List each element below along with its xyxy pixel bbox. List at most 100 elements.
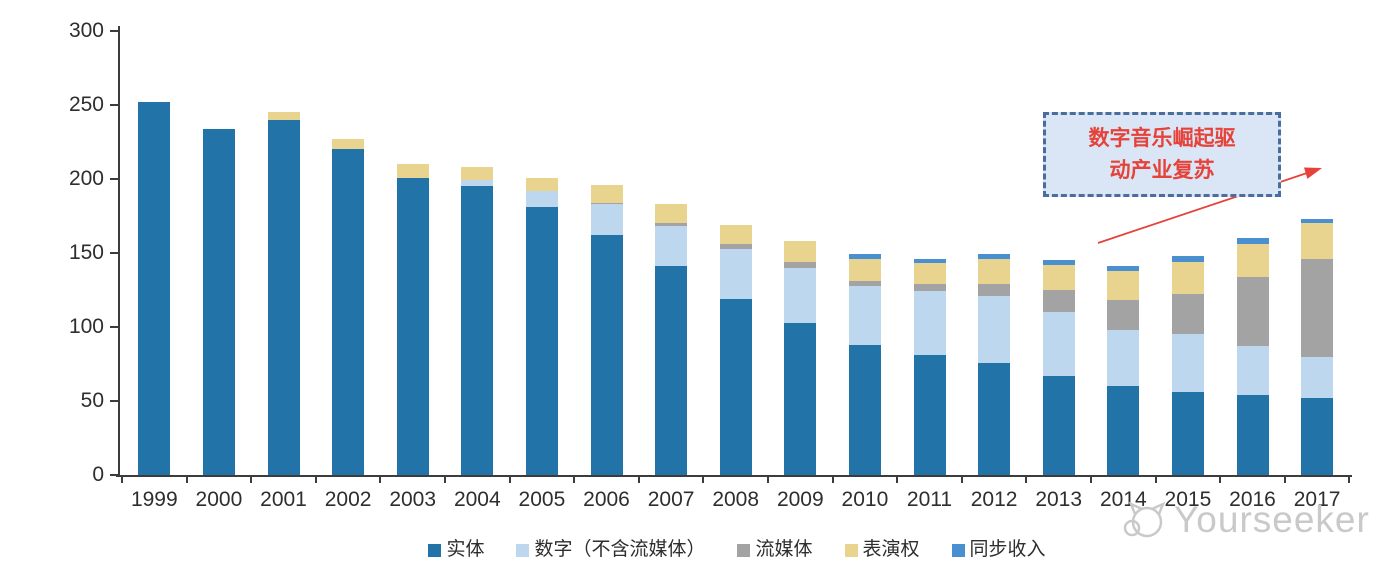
- bar-segment-同步收入: [913, 258, 946, 264]
- bar-segment-表演权: [396, 164, 429, 178]
- x-tick-label: 2010: [841, 488, 889, 511]
- x-axis-tick: [250, 475, 253, 483]
- watermark: Yourseeker: [1118, 494, 1370, 546]
- bar-segment-流媒体: [719, 244, 752, 249]
- bar-segment-表演权: [1042, 264, 1075, 290]
- bar-segment-表演权: [655, 204, 688, 224]
- bar-segment-同步收入: [1171, 255, 1204, 262]
- x-axis-tick: [767, 475, 769, 483]
- y-tick-label: 300: [68, 19, 104, 42]
- x-tick-label: 2012: [970, 488, 1018, 511]
- bar-segment-同步收入: [1042, 260, 1075, 265]
- legend-label: 数字（不含流媒体）: [534, 539, 706, 560]
- bar-segment-流媒体: [1107, 300, 1140, 330]
- legend-label: 实体: [446, 539, 485, 560]
- legend-label: 流媒体: [755, 539, 813, 560]
- x-axis-tick: [896, 475, 899, 483]
- x-axis-tick: [1025, 475, 1028, 483]
- bar-segment-实体: [267, 119, 300, 475]
- x-axis-tick: [508, 475, 511, 483]
- annotation-text-line1: 数字音乐崛起驱: [1088, 127, 1236, 150]
- x-tick-label: 2017: [1293, 488, 1341, 511]
- x-tick-label: 2002: [324, 488, 372, 511]
- annotation-box: 数字音乐崛起驱 动产业复苏: [1043, 112, 1281, 197]
- bar-segment-同步收入: [1301, 218, 1334, 224]
- legend-label: 同步收入: [969, 539, 1046, 560]
- x-tick-label: 2006: [583, 488, 630, 511]
- bar-segment-实体: [719, 298, 752, 475]
- x-axis-tick: [1283, 475, 1286, 483]
- bar-segment-表演权: [1236, 244, 1269, 277]
- y-tick-label: 0: [92, 463, 104, 486]
- bar-segment-表演权: [332, 139, 365, 150]
- legend-label: 表演权: [862, 539, 920, 560]
- y-tick-label: 50: [80, 389, 104, 412]
- bar-segment-实体: [202, 128, 235, 475]
- bar-segment-实体: [784, 322, 817, 475]
- y-tick-label: 100: [68, 315, 104, 338]
- x-tick-label: 2000: [195, 488, 243, 511]
- bar-segment-实体: [1301, 398, 1334, 475]
- bar-segment-数字（不含流媒体）: [978, 295, 1011, 363]
- bar-segment-流媒体: [848, 281, 881, 286]
- yourseeker-logo-icon: [1123, 501, 1166, 538]
- bar-segment-流媒体: [1301, 258, 1334, 357]
- bar-segment-实体: [1042, 375, 1075, 475]
- y-axis-tick: [110, 400, 118, 402]
- bar-segment-表演权: [1171, 261, 1204, 295]
- x-axis-tick: [960, 475, 963, 483]
- bar-segment-流媒体: [590, 202, 623, 205]
- x-axis-tick: [314, 475, 317, 483]
- bar-segment-数字（不含流媒体）: [525, 190, 558, 208]
- bar-segment-实体: [590, 235, 623, 475]
- bar-segment-流媒体: [784, 261, 817, 268]
- bar-segment-同步收入: [1236, 238, 1269, 245]
- legend-swatch: [737, 543, 751, 557]
- x-axis-tick: [185, 475, 188, 483]
- x-tick-label: 2013: [1035, 488, 1083, 511]
- x-tick-label: 2016: [1229, 488, 1276, 511]
- bar-segment-数字（不含流媒体）: [913, 291, 946, 356]
- x-tick-label: 2001: [260, 488, 307, 511]
- bar-segment-流媒体: [1171, 294, 1204, 335]
- chart-legend: 实体 数字（不含流媒体） 流媒体 表演权 同步收入: [122, 540, 1352, 560]
- legend-swatch: [951, 543, 965, 557]
- bar-segment-数字（不含流媒体）: [784, 267, 817, 323]
- legend-item: 同步收入: [951, 539, 1046, 560]
- bar-segment-流媒体: [1236, 276, 1269, 347]
- bar-segment-表演权: [978, 258, 1011, 285]
- bar-segment-实体: [848, 344, 881, 475]
- bar-segment-流媒体: [1042, 290, 1075, 313]
- bar-segment-实体: [461, 186, 494, 475]
- bar-segment-实体: [913, 355, 946, 475]
- y-axis-line: [118, 26, 120, 477]
- bar-segment-表演权: [590, 184, 623, 203]
- watermark-text: Yourseeker: [1174, 499, 1370, 540]
- bar-segment-同步收入: [978, 254, 1011, 259]
- bar-segment-数字（不含流媒体）: [461, 180, 494, 187]
- bar-segment-实体: [396, 177, 429, 475]
- bar-segment-表演权: [525, 177, 558, 191]
- x-axis-tick: [121, 475, 123, 483]
- bar-segment-实体: [1107, 386, 1140, 475]
- x-axis-tick: [573, 475, 576, 483]
- bar-segment-流媒体: [978, 284, 1011, 296]
- bar-segment-实体: [655, 266, 688, 475]
- bar-segment-同步收入: [848, 254, 881, 259]
- bar-segment-表演权: [848, 258, 881, 282]
- bar-segment-同步收入: [1107, 266, 1140, 271]
- bar-segment-数字（不含流媒体）: [1107, 329, 1140, 387]
- y-tick-label: 250: [68, 93, 104, 116]
- bar-segment-表演权: [784, 241, 817, 262]
- x-tick-label: 2003: [389, 488, 437, 511]
- x-axis-tick: [379, 475, 382, 483]
- bar-segment-表演权: [1301, 223, 1334, 259]
- bar-segment-流媒体: [913, 284, 946, 292]
- x-axis-line: [116, 475, 1352, 477]
- bar-segment-表演权: [1107, 270, 1140, 301]
- bar-segment-实体: [1171, 392, 1204, 475]
- legend-item: 数字（不含流媒体）: [516, 540, 705, 560]
- x-tick-label: 1999: [130, 488, 178, 511]
- y-axis-tick: [110, 30, 118, 32]
